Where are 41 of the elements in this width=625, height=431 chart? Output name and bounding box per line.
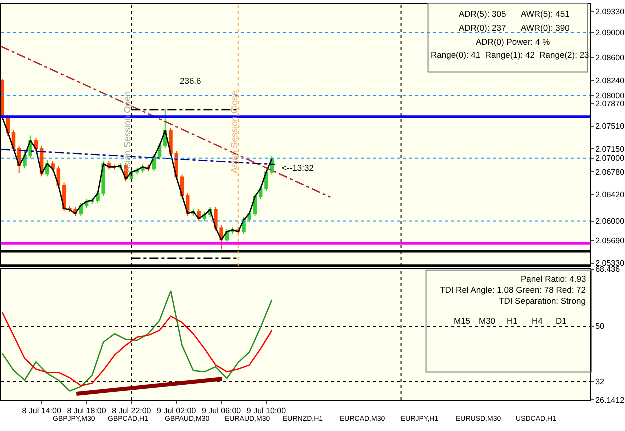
ref-line-label: Asian Session Close (229, 90, 240, 174)
y-tick-label: 50 (596, 322, 606, 332)
x-tick-label: 9 Jul 06:00 (202, 406, 242, 416)
annotation: Panel Ratio: 4.93 (521, 274, 586, 284)
y-tick-label: 32 (596, 378, 606, 387)
y-tick-label: 68.436 (596, 265, 621, 274)
y-tick-label: 2.08600 (596, 54, 625, 63)
annotation: 236.6 (180, 76, 202, 86)
annotation: TDI Rel Angle: 1.08 Green: 78 Red: 72 (440, 285, 586, 295)
x-tick-label: 9 Jul 10:00 (246, 406, 287, 416)
x-tick-label: 8 Jul 18:00 (67, 406, 107, 416)
y-tick-label: 2.08240 (596, 76, 625, 86)
annotation: M30 (479, 316, 496, 326)
ref-line-label: Asian Session Open (122, 91, 133, 173)
annotation: TDI Separation: Strong (499, 296, 586, 306)
y-tick-label: 26.1412 (596, 396, 625, 405)
y-tick-label: 2.06420 (596, 190, 625, 200)
annotation: <--13:32 (282, 163, 314, 173)
annotation: ADR(0): 237 (459, 23, 507, 33)
y-tick-label: 2.09000 (596, 28, 625, 38)
x-tick-label: 9 Jul 02:00 (157, 406, 197, 416)
y-tick-label: 2.07150 (596, 144, 625, 154)
y-tick-label: 2.06780 (596, 168, 625, 178)
y-tick-label: 2.07870 (596, 100, 625, 109)
y-tick-label: 2.07510 (596, 122, 625, 132)
annotation: M15 (454, 316, 471, 326)
annotation: AWR(5): 451 (521, 9, 570, 19)
annotation: D1 (556, 316, 568, 326)
annotation: ADR(0) Power: 4 % (476, 37, 551, 47)
annotation: H4 (532, 316, 544, 326)
y-tick-label: 2.05690 (596, 236, 625, 246)
annotation: AWR(0): 390 (521, 23, 570, 33)
annotation: H1 (507, 316, 518, 326)
y-tick-label: 2.06000 (596, 217, 625, 226)
y-tick-label: 2.08000 (596, 91, 625, 100)
y-tick-label: 2.07000 (596, 154, 625, 164)
annotation: Range(0): 41 Range(1): 42 Range(2): 23 (431, 50, 590, 60)
annotation: ADR(5): 305 (459, 9, 507, 19)
x-tick-label: 8 Jul 22:00 (112, 406, 152, 416)
x-tick-label: 8 Jul 14:00 (22, 406, 62, 416)
y-tick-label: 2.09330 (596, 8, 625, 17)
